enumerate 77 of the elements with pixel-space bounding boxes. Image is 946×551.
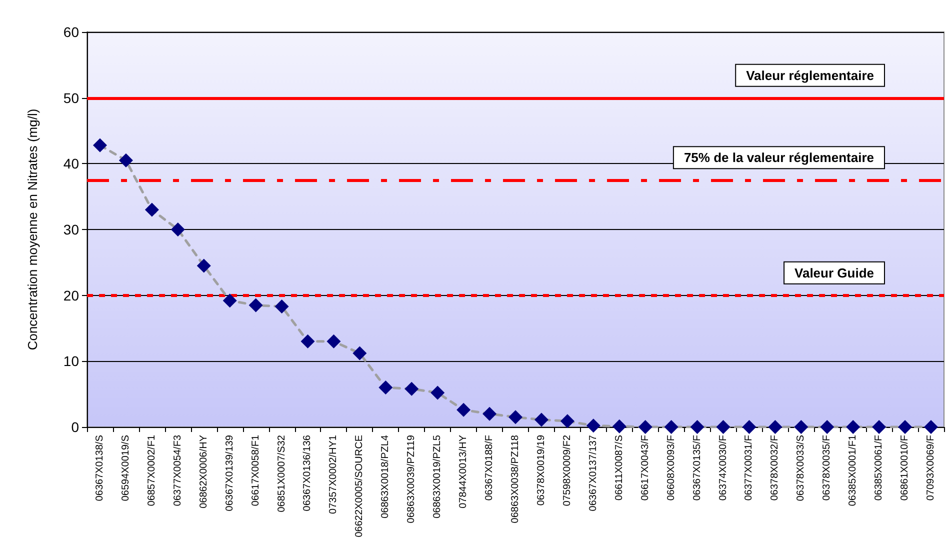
point — [846, 420, 860, 434]
point — [248, 298, 263, 312]
y-tick-label: 10 — [63, 353, 80, 370]
x-tick-label: 06367X0138/S — [94, 434, 106, 502]
x-tick-label: 07844X0013/HY — [458, 434, 470, 508]
y-tick-label: 30 — [63, 222, 80, 238]
point — [326, 334, 341, 348]
y-tick-label: 60 — [63, 24, 80, 40]
point — [716, 420, 730, 434]
x-tick-label: 06617X0043/F — [640, 435, 651, 501]
x-tick-label: 06617X0058/F1 — [250, 434, 262, 506]
x-tick-label: 06611X0087/S — [614, 434, 625, 500]
y-tick-label: 0 — [71, 419, 80, 435]
point — [274, 300, 289, 314]
y-tick-label: 50 — [63, 90, 80, 106]
ref-line-label: 75% de la valeur réglementaire — [684, 150, 874, 166]
point — [924, 420, 938, 434]
x-tick-label: 06385X0061/F — [874, 435, 885, 501]
x-tick-label: 06367X0136/136 — [302, 434, 314, 512]
x-tick-label: 07598X0009/F2 — [562, 434, 573, 506]
x-tick-label: 06863X0039/PZ119 — [406, 434, 418, 524]
x-tick-label: 06608X0093/F — [666, 435, 677, 501]
point — [456, 402, 471, 417]
point — [196, 258, 211, 273]
x-tick-label: 07093X0069/F — [926, 435, 937, 501]
point — [430, 386, 445, 400]
x-tick-label: 06367X0139/139 — [224, 434, 236, 512]
x-tick-label: 06861X0010/F — [900, 435, 911, 501]
x-tick-label: 06377X0054/F3 — [172, 434, 184, 506]
ref-line-label: Valeur Guide — [794, 265, 874, 280]
point — [170, 222, 185, 236]
point — [404, 382, 419, 396]
point — [742, 420, 756, 434]
x-tick-label: 06367X0135/F — [692, 435, 703, 501]
ref-line-label: Valeur réglementaire — [746, 68, 874, 83]
x-tick-label: 06857X0002/F1 — [146, 434, 158, 506]
point — [482, 406, 497, 421]
point — [638, 420, 652, 434]
x-tick-label: 07357X0002/HY1 — [328, 434, 340, 514]
x-tick-label: 06374X0030/F — [718, 435, 729, 501]
y-axis-title: Concentration moyenne en Nitrates (mg/l) — [25, 108, 40, 350]
x-tick-label: 06378X0033/S — [796, 434, 807, 502]
x-tick-label: 06377X0031/F — [744, 435, 755, 501]
y-tick-label: 40 — [63, 156, 80, 172]
x-tick-label: 06594X0019/S — [120, 434, 132, 502]
point — [118, 153, 133, 168]
x-tick-label: 06863X0019/PZL5 — [432, 434, 444, 518]
x-tick-label: 06367X0137/137 — [588, 434, 599, 512]
x-tick-label: 06862X0006/HY — [198, 434, 210, 508]
point — [144, 202, 159, 217]
x-tick-label: 06367X0188/F — [484, 435, 496, 501]
point — [300, 334, 315, 348]
x-tick-label: 06863X0038/PZ118 — [510, 434, 521, 524]
point — [378, 380, 393, 394]
point — [560, 414, 574, 428]
x-tick-label: 06622X0005/SOURCE — [354, 434, 366, 538]
point — [820, 420, 834, 434]
point — [768, 420, 782, 434]
x-tick-label: 06378X0019/19 — [536, 434, 547, 506]
point — [898, 420, 912, 434]
x-tick-label: 06851X0007/S32 — [276, 434, 288, 512]
x-tick-label: 06378X0032/F — [770, 435, 781, 501]
point — [508, 410, 522, 424]
y-tick-label: 20 — [63, 287, 80, 304]
point — [534, 412, 548, 427]
point — [664, 420, 678, 434]
x-tick-label: 06863X0018/PZL4 — [380, 434, 392, 518]
point — [612, 419, 626, 434]
point — [586, 418, 600, 433]
point — [92, 138, 107, 152]
point — [690, 420, 704, 434]
x-tick-label: 06378X0035/F — [822, 435, 833, 501]
point — [352, 346, 367, 360]
point — [794, 420, 808, 434]
point — [222, 294, 237, 308]
x-tick-label: 06385X0001/F1 — [848, 434, 859, 506]
point — [872, 420, 886, 434]
